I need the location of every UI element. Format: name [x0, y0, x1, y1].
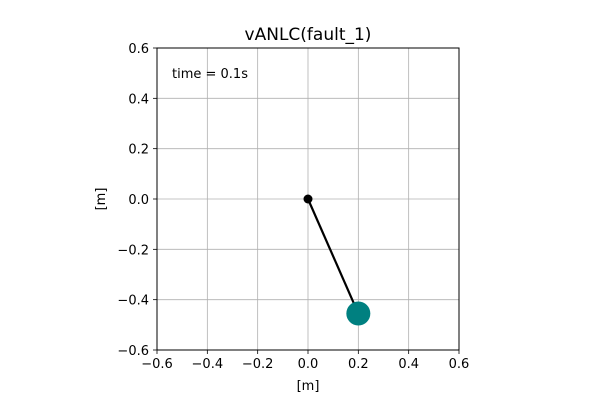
y-tick-label-4: 0.2 [128, 143, 149, 158]
x-tick-label-1: −0.4 [192, 357, 224, 372]
x-tick-label-3: 0.0 [298, 357, 319, 372]
x-tick-label-2: −0.2 [242, 357, 274, 372]
x-tick-label-6: 0.6 [449, 357, 470, 372]
y-tick-label-1: −0.4 [117, 294, 149, 309]
time-annotation: time = 0.1s [172, 67, 248, 82]
y-tick-label-5: 0.4 [128, 92, 149, 107]
y-axis-label: [m] [94, 188, 109, 211]
x-tick-label-0: −0.6 [141, 357, 173, 372]
x-axis-label: [m] [297, 379, 320, 394]
chart-title: vANLC(fault_1) [245, 25, 372, 45]
y-tick-label-6: 0.6 [128, 42, 149, 57]
y-tick-label-2: −0.2 [117, 243, 149, 258]
x-tick-label-5: 0.4 [398, 357, 419, 372]
pendulum-rod [306, 198, 360, 314]
pendulum-marks [303, 194, 371, 326]
pivot-point [303, 194, 313, 204]
y-tick-label-0: −0.6 [117, 344, 149, 359]
y-tick-label-3: 0.0 [128, 193, 149, 208]
x-tick-label-4: 0.2 [348, 357, 369, 372]
axis-ticks: −0.6 −0.4 −0.2 0.0 0.2 0.4 0.6 −0.6 −0.4 −0.2 0.0 0… [117, 42, 469, 372]
pendulum-bob [346, 301, 371, 326]
